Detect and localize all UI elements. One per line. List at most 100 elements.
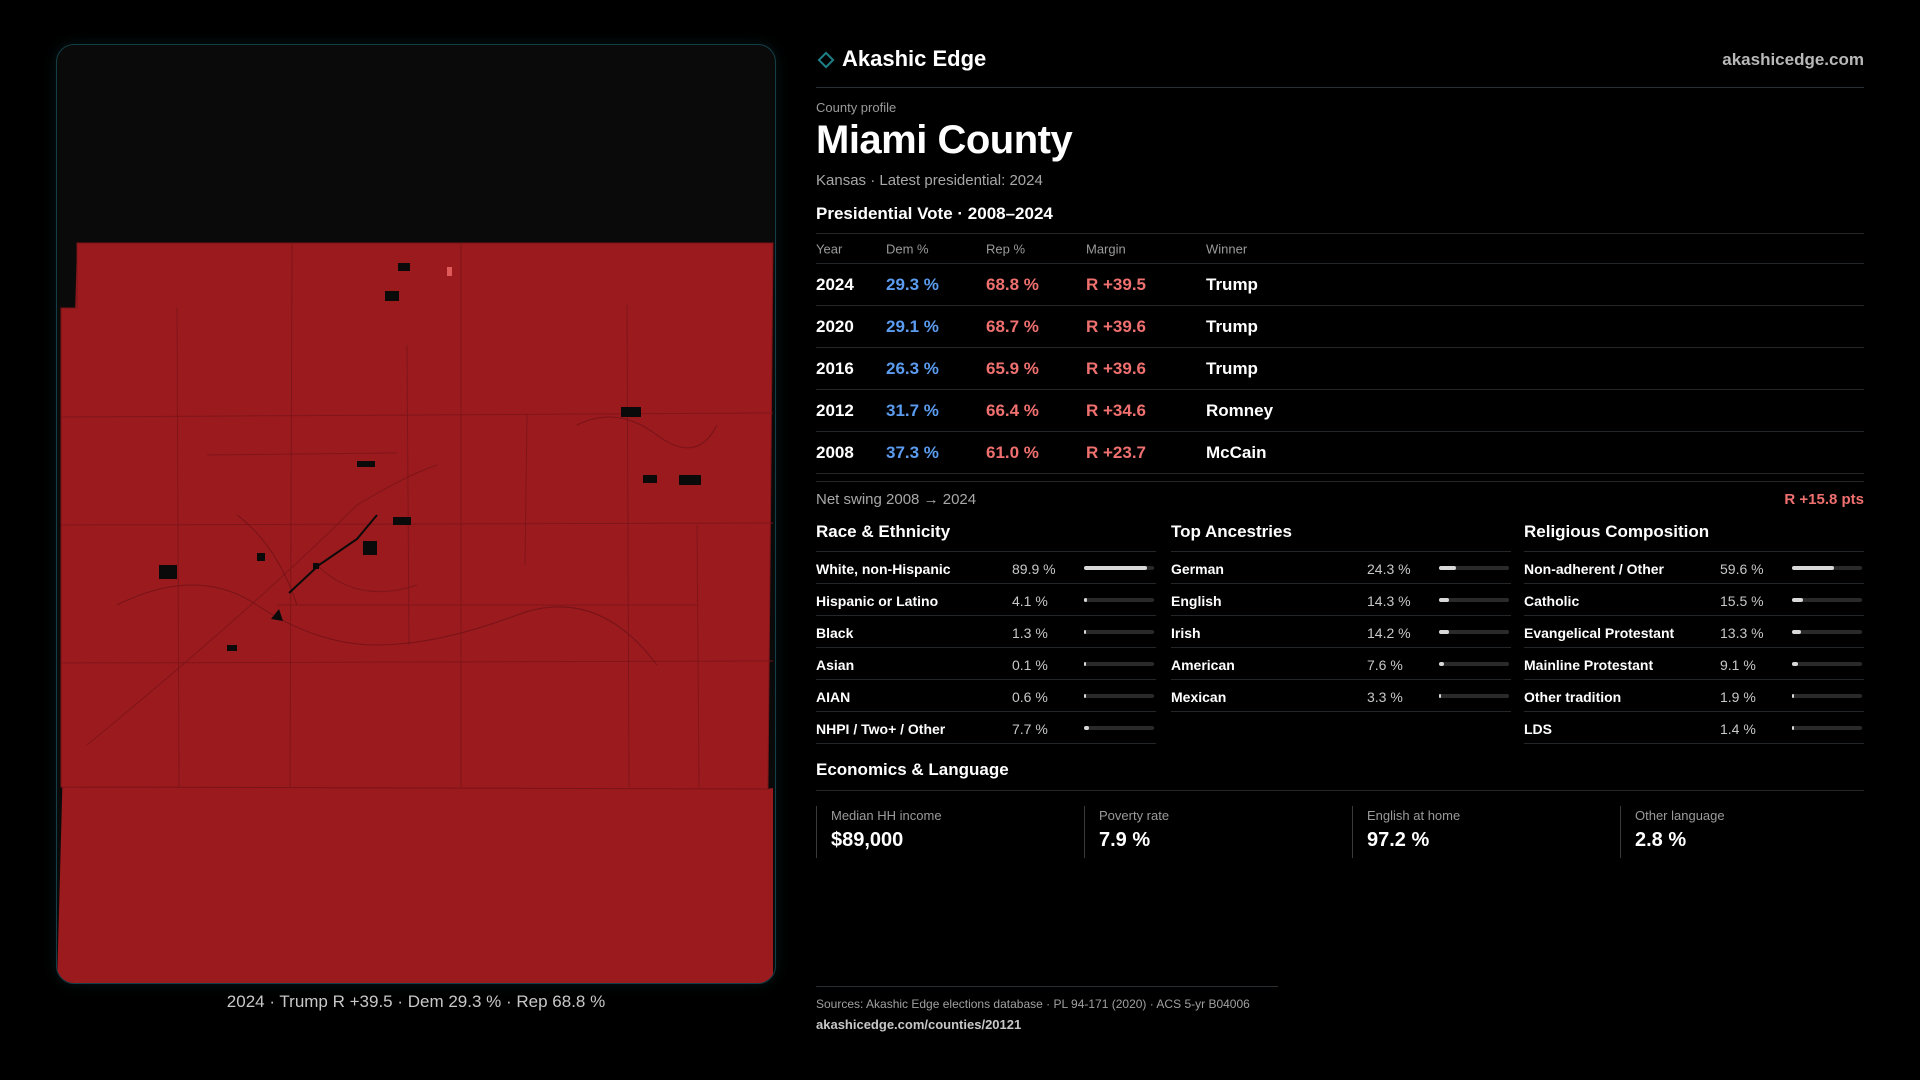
map-panel[interactable] [56,44,776,984]
list-item-label: Irish [1171,625,1201,641]
list-item-label: NHPI / Two+ / Other [816,721,946,737]
list-item-label: Other tradition [1524,689,1622,705]
stat-card-poverty: Poverty rate 7.9 % [1084,806,1324,858]
cell-winner: McCain [1206,442,1267,462]
cell-margin: R +23.7 [1086,442,1147,462]
list-item-value: 7.7 % [1012,721,1048,737]
map-highlight-tract [447,267,452,276]
cell-rep: 68.7 % [986,316,1039,336]
list-item-label: Mainline Protestant [1524,657,1654,673]
list-item: Hispanic or Latino 4.1 % [816,584,1156,616]
list-item: Irish 14.2 % [1171,616,1511,648]
list-item-value: 59.6 % [1720,561,1764,577]
list-item: Non-adherent / Other 59.6 % [1524,552,1864,584]
list-item: Black 1.3 % [816,616,1156,648]
col-margin: Margin [1086,241,1126,256]
brand-url-link[interactable]: akashicedge.com [1722,50,1864,69]
share-bar [1792,726,1862,730]
list-item: LDS 1.4 % [1524,712,1864,744]
brand-name[interactable]: Akashic Edge [842,46,987,71]
share-bar-fill [1084,694,1086,698]
list-item-value: 24.3 % [1367,561,1411,577]
share-bar-fill [1792,726,1794,730]
cell-margin: R +39.5 [1086,274,1147,294]
share-bar-fill [1084,566,1147,570]
share-bar [1439,630,1509,634]
cell-dem: 37.3 % [886,442,939,462]
list-item: Catholic 15.5 % [1524,584,1864,616]
list-item-label: American [1171,657,1235,673]
cell-dem: 29.1 % [886,316,939,336]
list-item: Mexican 3.3 % [1171,680,1511,712]
county-map[interactable] [57,45,776,984]
table-row: 2012 31.7 % 66.4 % R +34.6 Romney [816,390,1864,432]
cell-rep: 66.4 % [986,400,1039,420]
share-bar-fill [1792,598,1803,602]
share-bar [1792,598,1862,602]
stat-label: Other language [1635,808,1725,823]
share-bar [1084,630,1154,634]
share-bar-fill [1439,662,1445,666]
list-item-label: Evangelical Protestant [1524,625,1675,641]
brand-header: Akashic Edge akashicedge.com [816,44,1864,88]
cell-rep: 68.8 % [986,274,1039,294]
list-item-value: 15.5 % [1720,593,1764,609]
share-bar-fill [1792,694,1794,698]
county-shape [57,243,773,983]
list-item: Mainline Protestant 9.1 % [1524,648,1864,680]
county-boundary [60,242,774,790]
list-item-value: 1.3 % [1012,625,1048,641]
map-creek-lines [116,416,718,666]
race-ethnicity-section: Race & Ethnicity White, non-Hispanic 89.9… [816,520,1156,744]
divider [816,790,1864,791]
list-item-label: Mexican [1171,689,1227,705]
sources-text: Sources: Akashic Edge elections database… [816,997,1250,1011]
list-item-value: 4.1 % [1012,593,1048,609]
share-bar [1084,598,1154,602]
share-bar [1439,694,1509,698]
net-swing-value: R +15.8 pts [1784,491,1864,508]
list-item: AIAN 0.6 % [816,680,1156,712]
stat-card-english: English at home 97.2 % [1352,806,1592,858]
cell-winner: Trump [1206,274,1258,294]
share-bar [1792,566,1862,570]
share-bar [1792,630,1862,634]
share-bar-fill [1792,566,1834,570]
share-bar [1439,662,1509,666]
list-item-value: 14.3 % [1367,593,1411,609]
share-bar-fill [1792,630,1802,634]
list-item-label: English [1171,593,1222,609]
cell-rep: 65.9 % [986,358,1039,378]
list-item-value: 13.3 % [1720,625,1764,641]
list-item-label: Non-adherent / Other [1524,561,1665,577]
share-bar [1084,726,1154,730]
list-item-label: Asian [816,657,855,673]
list-item-value: 89.9 % [1012,561,1056,577]
list-item-label: Hispanic or Latino [816,593,939,609]
list-item-value: 14.2 % [1367,625,1411,641]
page-title: Miami County [816,118,1073,162]
cell-dem: 26.3 % [886,358,939,378]
list-item-label: Catholic [1524,593,1580,609]
economics-section-title: Economics & Language [816,760,1009,779]
share-bar [1792,662,1862,666]
share-bar [1084,566,1154,570]
list-item-value: 0.6 % [1012,689,1048,705]
cell-year: 2008 [816,442,854,462]
list-item-label: LDS [1524,721,1552,737]
list-item: NHPI / Two+ / Other 7.7 % [816,712,1156,744]
table-row: 2008 37.3 % 61.0 % R +23.7 McCain [816,432,1864,474]
share-bar-fill [1439,630,1449,634]
share-bar-fill [1084,726,1090,730]
cell-winner: Romney [1206,400,1274,420]
share-bar-fill [1084,598,1087,602]
sources-footer: Sources: Akashic Edge elections database… [816,986,1278,1032]
diamond-icon [817,51,835,69]
ancestry-section-title: Top Ancestries [1171,520,1511,552]
cell-year: 2024 [816,274,854,294]
urban-areas [159,263,701,651]
county-url-link[interactable]: akashicedge.com/counties/20121 [816,1017,1022,1032]
vote-section-title: Presidential Vote · 2008–2024 [816,204,1053,223]
share-bar [1439,566,1509,570]
page-eyebrow: County profile [816,100,897,115]
